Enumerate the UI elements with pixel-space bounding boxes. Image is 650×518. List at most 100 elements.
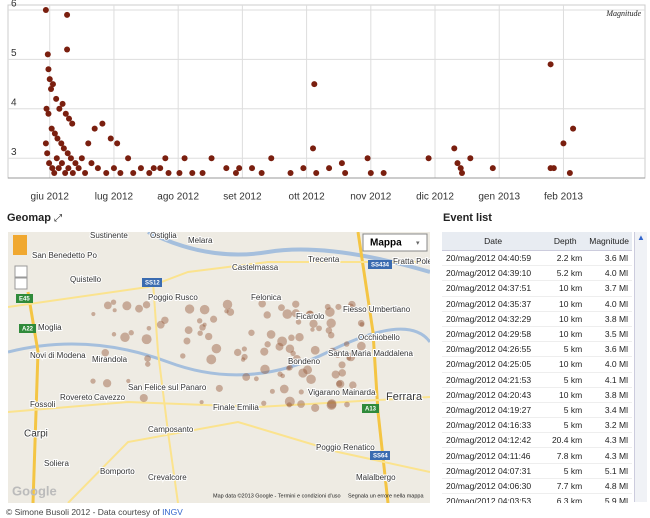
event-marker — [326, 318, 336, 328]
point — [566, 170, 573, 177]
event-row[interactable]: 20/mag/2012 04:29:58 10 km 3.5 Ml — [442, 326, 632, 343]
event-cell: 3.5 Ml — [586, 326, 632, 343]
event-marker — [253, 376, 259, 382]
event-row[interactable]: 20/mag/2012 04:07:31 5 km 5.1 Ml — [442, 463, 632, 479]
place-label: Malalbergo — [356, 473, 396, 482]
map-report-link[interactable]: Segnala un errore nella mappa — [348, 493, 424, 499]
expand-icon[interactable]: ⤢ — [54, 213, 63, 224]
place-label: Rovereto — [60, 393, 93, 402]
event-cell: 10 km — [544, 356, 587, 373]
event-marker — [263, 311, 271, 319]
event-list: Date Depth Magnitude 20/mag/2012 04:40:59 2… — [442, 232, 634, 503]
event-row[interactable]: 20/mag/2012 04:06:30 7.7 km 4.8 Ml — [442, 478, 632, 495]
place-label: Santa Maria Maddalena — [328, 349, 413, 358]
event-marker — [290, 350, 296, 357]
event-row[interactable]: 20/mag/2012 04:16:33 5 km 3.2 Ml — [442, 417, 632, 434]
event-marker — [348, 303, 354, 310]
event-marker — [297, 400, 305, 408]
event-row[interactable]: 20/mag/2012 04:40:59 2.2 km 3.6 Ml — [442, 250, 632, 267]
event-marker — [292, 355, 301, 363]
point — [326, 165, 333, 172]
point — [46, 76, 53, 83]
event-cell: 7.7 km — [544, 478, 587, 495]
point — [208, 155, 215, 162]
event-row[interactable]: 20/mag/2012 04:20:43 10 km 3.8 Ml — [442, 387, 632, 403]
point — [42, 6, 49, 13]
event-row[interactable]: 20/mag/2012 04:12:42 20.4 km 4.3 Ml — [442, 432, 632, 449]
place-label: Carpi — [24, 429, 48, 440]
zoom-control[interactable] — [13, 235, 28, 290]
road-badge: A22 — [19, 324, 36, 333]
place-label: Sustinente — [90, 232, 128, 240]
event-marker — [335, 303, 342, 310]
event-marker — [199, 400, 204, 405]
event-cell: 4.0 Ml — [586, 296, 632, 312]
event-marker — [141, 334, 152, 345]
event-marker — [286, 365, 291, 371]
event-marker — [233, 348, 242, 357]
point — [49, 81, 56, 88]
event-row[interactable]: 20/mag/2012 04:19:27 5 km 3.4 Ml — [442, 402, 632, 419]
event-row[interactable]: 20/mag/2012 04:21:53 5 km 4.1 Ml — [442, 372, 632, 388]
point — [64, 11, 71, 18]
point — [107, 135, 114, 142]
event-row[interactable]: 20/mag/2012 04:11:46 7.8 km 4.3 Ml — [442, 447, 632, 464]
point — [181, 155, 188, 162]
event-marker — [144, 355, 151, 362]
event-cell: 5 km — [544, 402, 587, 419]
event-list-title: Event list — [443, 212, 492, 224]
map[interactable]: Sustinente Ostiglia Melara Trecenta Frat… — [8, 232, 430, 503]
point — [162, 155, 169, 162]
event-marker — [215, 384, 223, 392]
road-label: A22 — [22, 327, 34, 333]
x-tick-label: gen 2013 — [478, 192, 520, 203]
point — [46, 160, 53, 167]
event-marker — [325, 327, 333, 334]
event-marker — [112, 308, 117, 313]
event-marker — [224, 308, 229, 314]
event-marker — [210, 315, 218, 323]
event-row[interactable]: 20/mag/2012 04:37:51 10 km 3.7 Ml — [442, 280, 632, 297]
event-row[interactable]: 20/mag/2012 04:35:37 10 km 4.0 Ml — [442, 296, 632, 312]
legend-entry: Magnitude — [605, 9, 641, 18]
event-marker — [346, 355, 352, 361]
point — [110, 165, 117, 172]
point — [88, 160, 95, 167]
point — [300, 165, 307, 172]
event-row[interactable]: 20/mag/2012 04:03:53 6.3 km 5.9 Ml — [442, 493, 632, 503]
point — [45, 110, 52, 117]
road-label: SS64 — [373, 454, 388, 460]
event-cell: 20/mag/2012 04:07:31 — [442, 463, 545, 479]
x-tick-label: nov 2012 — [350, 192, 392, 203]
point — [82, 170, 89, 177]
place-label: Poggio Renatico — [316, 443, 375, 452]
map-type-button[interactable]: Mappa ▾ — [362, 233, 428, 252]
event-marker — [156, 320, 165, 329]
scrollbar[interactable]: ▲ — [634, 232, 647, 502]
event-marker — [199, 324, 206, 331]
footer-text: © Simone Busoli 2012 - Data courtesy of — [6, 507, 160, 517]
highway — [26, 291, 40, 503]
event-marker — [184, 304, 195, 314]
point — [125, 155, 132, 162]
event-row[interactable]: 20/mag/2012 04:25:05 10 km 4.0 Ml — [442, 356, 632, 373]
place-label: Trecenta — [308, 255, 340, 264]
event-row[interactable]: 20/mag/2012 04:26:55 5 km 3.6 Ml — [442, 341, 632, 358]
event-marker — [310, 345, 320, 355]
point — [94, 165, 101, 172]
event-cell: 4.0 Ml — [586, 356, 632, 373]
event-marker — [111, 332, 117, 337]
event-marker — [310, 327, 315, 332]
event-row[interactable]: 20/mag/2012 04:39:10 5.2 km 4.0 Ml — [442, 265, 632, 282]
map-attribution: Map data ©2013 Google - Termini e condiz… — [213, 492, 341, 499]
event-marker — [122, 301, 132, 311]
event-cell: 20/mag/2012 04:19:27 — [442, 402, 545, 419]
river — [8, 327, 430, 377]
event-marker — [357, 319, 365, 327]
point — [367, 170, 374, 177]
event-row[interactable]: 20/mag/2012 04:32:29 10 km 3.8 Ml — [442, 311, 632, 327]
footer-link[interactable]: INGV — [162, 507, 183, 517]
scroll-up[interactable]: ▲ — [637, 233, 645, 242]
place-label: Ficarolo — [296, 312, 325, 321]
event-cell: 5 km — [544, 372, 587, 388]
